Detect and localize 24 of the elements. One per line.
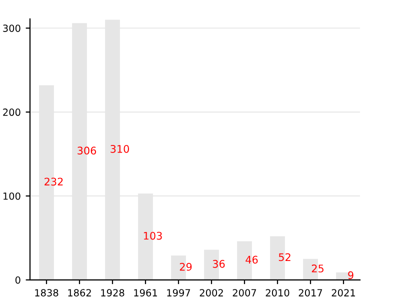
data-label: 29	[180, 262, 192, 271]
x-tick-label: 2007	[232, 289, 256, 296]
x-tick-label: 1928	[101, 289, 124, 296]
x-tick-label: 2010	[266, 289, 290, 296]
x-tick-label: 2017	[298, 289, 322, 296]
data-label: 25	[312, 264, 324, 272]
data-label: 232	[44, 178, 63, 186]
data-label: 46	[246, 256, 258, 264]
x-tick-label: 2021	[332, 289, 355, 296]
y-tick-label: 300	[3, 24, 20, 32]
data-label: 36	[212, 260, 225, 268]
data-label: 9	[348, 271, 354, 280]
y-tick-label: 100	[3, 192, 20, 200]
data-label: 52	[278, 253, 290, 262]
data-label: 103	[144, 232, 162, 240]
x-tick-label: 1862	[68, 289, 91, 296]
data-label: 310	[110, 144, 130, 153]
x-tick-label: 2002	[200, 289, 223, 296]
y-tick-label: 200	[3, 108, 20, 116]
y-tick-label: 0	[15, 276, 20, 284]
x-tick-label: 1961	[134, 289, 157, 296]
data-label: 306	[78, 146, 96, 155]
x-tick-label: 1838	[35, 289, 58, 296]
x-tick-label: 1997	[167, 289, 190, 296]
